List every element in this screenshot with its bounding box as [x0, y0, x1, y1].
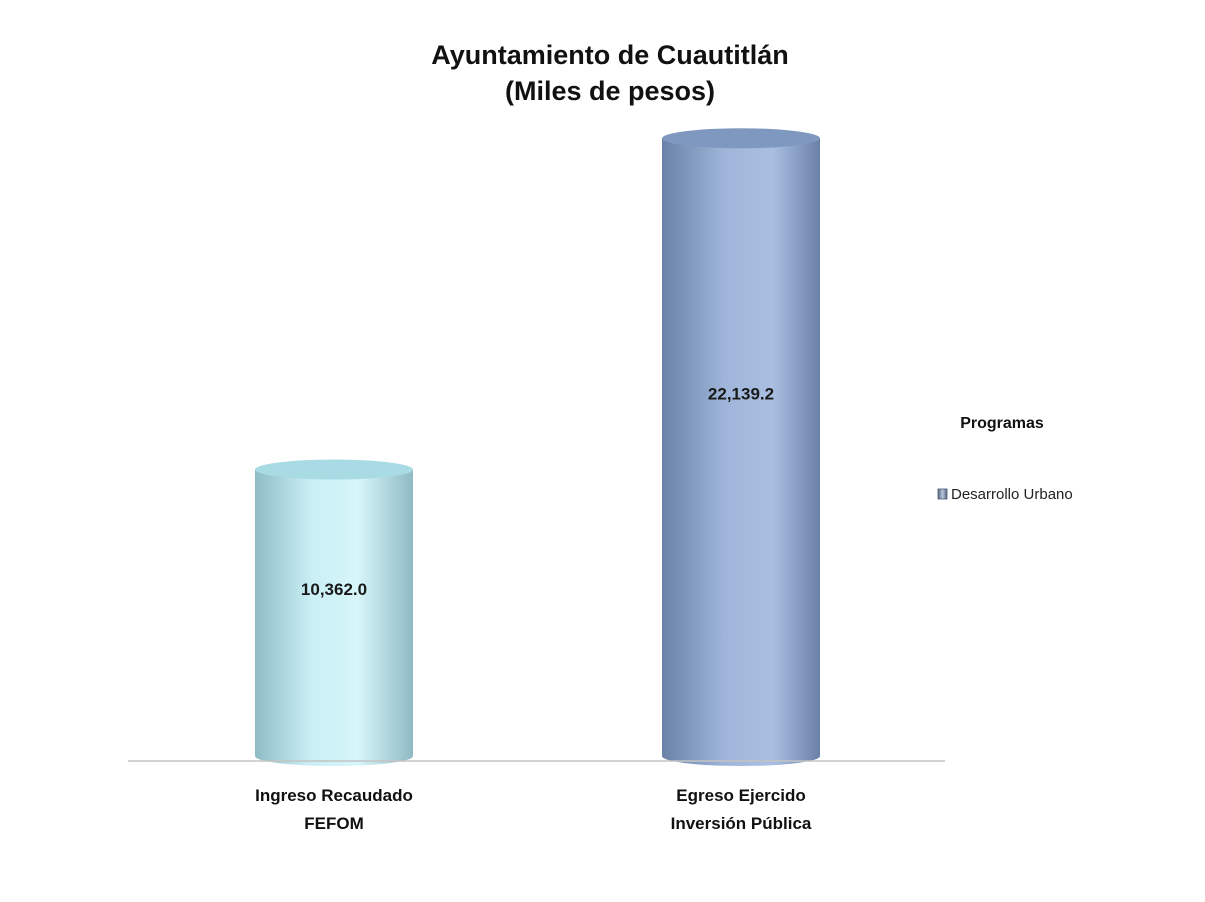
bar-cap-1	[255, 459, 413, 480]
x-tick-label-2-line-2: Inversión Pública	[671, 814, 812, 833]
plot-area	[255, 128, 820, 766]
bar-cap-2	[662, 128, 820, 149]
legend-entry-desarrollo-urbano: Desarrollo Urbano	[951, 486, 1073, 503]
bar-body-2	[662, 138, 820, 766]
data-label-2: 22,139.2	[708, 385, 774, 404]
data-label-1: 10,362.0	[301, 580, 367, 599]
bar-body-1	[255, 469, 413, 766]
legend-swatch	[937, 488, 948, 500]
x-tick-label-1-line-1: Ingreso Recaudado	[255, 786, 413, 805]
chart-title: Ayuntamiento de Cuautitlán (Miles de pes…	[431, 40, 789, 106]
legend-title: Programas	[960, 415, 1044, 432]
x-tick-label-2-line-1: Egreso Ejercido	[676, 786, 805, 805]
chart-title-line-1: Ayuntamiento de Cuautitlán	[431, 40, 789, 70]
bar-2	[662, 128, 820, 766]
legend: Programas Desarrollo Urbano	[937, 415, 1073, 503]
bar-1	[255, 459, 413, 766]
x-tick-label-1-line-2: FEFOM	[304, 814, 364, 833]
chart-title-line-2: (Miles de pesos)	[505, 76, 715, 106]
